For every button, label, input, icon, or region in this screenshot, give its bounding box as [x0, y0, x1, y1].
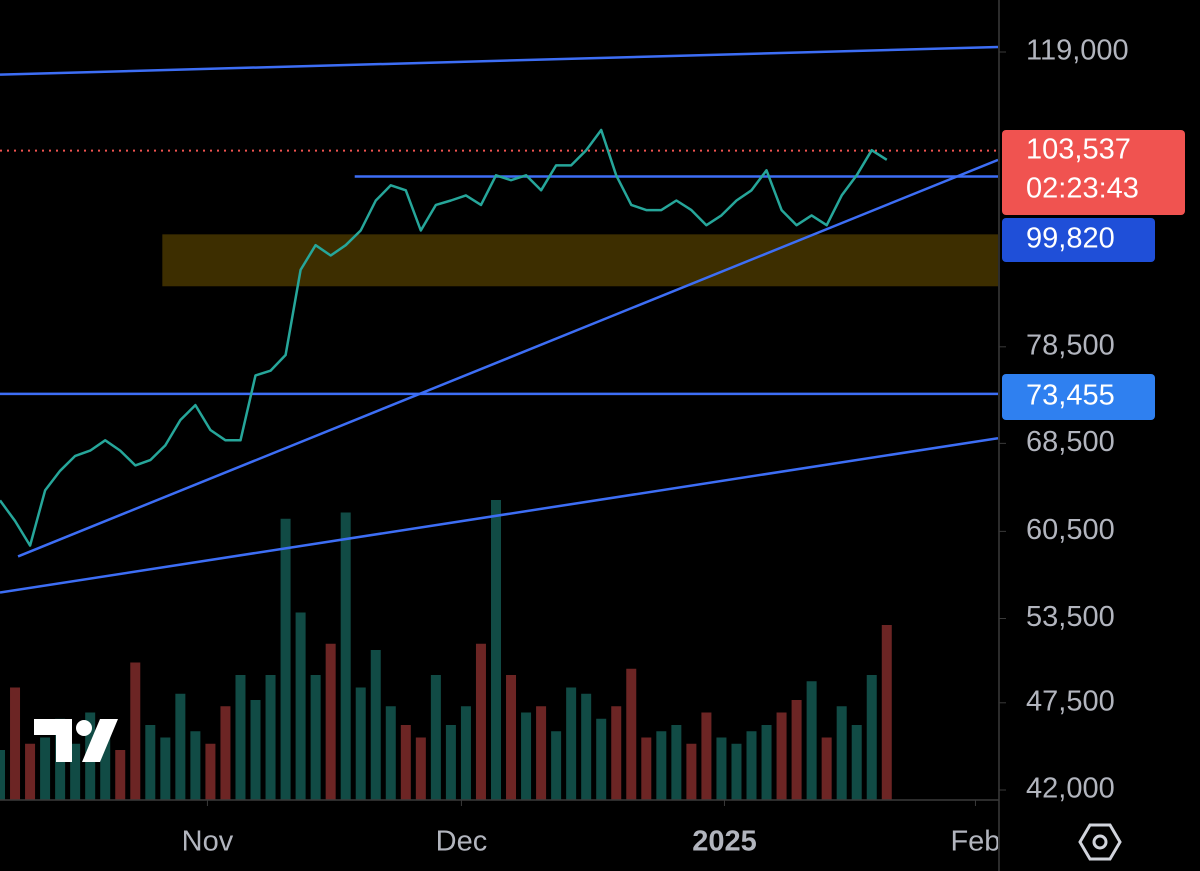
- volume-bar: [581, 693, 592, 800]
- volume-bar: [265, 675, 276, 800]
- volume-bar: [761, 725, 772, 800]
- volume-bar: [490, 500, 501, 800]
- volume-bar: [70, 743, 81, 800]
- volume-bar: [671, 725, 682, 800]
- volume-bar: [400, 725, 411, 800]
- volume-bar: [355, 687, 366, 800]
- price-label-box: [1002, 218, 1155, 262]
- volume-bar: [235, 675, 246, 800]
- volume-bar: [295, 612, 306, 800]
- y-tick-label: 78,500: [1026, 329, 1115, 361]
- trend-line: [17, 158, 998, 558]
- x-tick-label: 2025: [692, 826, 757, 858]
- price-label: 73,455: [1026, 380, 1115, 412]
- price-line: [0, 128, 888, 547]
- volume-bar: [160, 737, 171, 800]
- y-tick-label: 68,500: [1026, 426, 1115, 458]
- x-tick-label: Feb: [950, 826, 1000, 858]
- volume-bar: [536, 706, 547, 800]
- price-label: 99,820: [1026, 223, 1115, 255]
- volume-bar: [40, 737, 51, 800]
- volume-bar: [596, 718, 607, 800]
- volume-bar: [731, 743, 742, 800]
- volume-bar: [325, 643, 336, 800]
- price-label-box: [1002, 374, 1155, 420]
- volume-bar: [746, 731, 757, 800]
- volume-bar: [100, 731, 111, 800]
- logo: [34, 719, 118, 762]
- y-tick-label: 60,500: [1026, 514, 1115, 546]
- volume-bar: [250, 700, 261, 800]
- volume-bar: [521, 712, 532, 800]
- volume-bar: [626, 668, 637, 800]
- trend-line: [0, 436, 998, 594]
- volume-bar: [551, 731, 562, 800]
- volume-bar: [130, 662, 141, 800]
- volume-bar: [641, 737, 652, 800]
- volume-bar: [370, 650, 381, 800]
- settings-button[interactable]: [1078, 823, 1122, 861]
- volume-bar: [881, 625, 892, 800]
- volume-bar: [475, 643, 486, 800]
- volume-bar: [190, 731, 201, 800]
- y-tick-label: 42,000: [1026, 773, 1115, 805]
- volume-bar: [716, 737, 727, 800]
- x-tick-label: Nov: [182, 826, 234, 858]
- volume-bar: [806, 681, 817, 800]
- volume-bar: [836, 706, 847, 800]
- x-tick-label: Dec: [436, 826, 488, 858]
- y-tick-label: 119,000: [1026, 35, 1129, 67]
- volume-bar: [611, 706, 622, 800]
- volume-bar: [0, 750, 5, 800]
- volume-bar: [656, 731, 667, 800]
- countdown: 02:23:43: [1026, 173, 1139, 205]
- price-label: 103,537: [1026, 134, 1131, 166]
- support-zone: [162, 234, 998, 287]
- volume-bar: [25, 743, 36, 800]
- volume-bar: [791, 700, 802, 800]
- volume-bar: [220, 706, 231, 800]
- y-tick-label: 53,500: [1026, 601, 1115, 633]
- plot-area: [0, 45, 998, 800]
- volume-bar: [205, 743, 216, 800]
- trend-line: [0, 45, 998, 76]
- volume-bar: [340, 512, 351, 800]
- volume-bar: [445, 725, 456, 800]
- volume-bar: [430, 675, 441, 800]
- volume-bar: [821, 737, 832, 800]
- volume-bar: [310, 675, 321, 800]
- volume-bar: [566, 687, 577, 800]
- volume-bar: [776, 712, 787, 800]
- volume-bar: [175, 693, 186, 800]
- volume-bar: [866, 675, 877, 800]
- volume-bar: [385, 706, 396, 800]
- y-tick-label: 47,500: [1026, 685, 1115, 717]
- volume-bar: [851, 725, 862, 800]
- volume-bar: [701, 712, 712, 800]
- volume-bar: [280, 518, 291, 800]
- volume-bar: [506, 675, 517, 800]
- price-label-box: [1002, 130, 1185, 215]
- volume-bar: [10, 687, 21, 800]
- volume-bar: [115, 750, 126, 800]
- volume-bar: [145, 725, 156, 800]
- volume-bar: [415, 737, 426, 800]
- volume-bar: [460, 706, 471, 800]
- volume-bar: [686, 743, 697, 800]
